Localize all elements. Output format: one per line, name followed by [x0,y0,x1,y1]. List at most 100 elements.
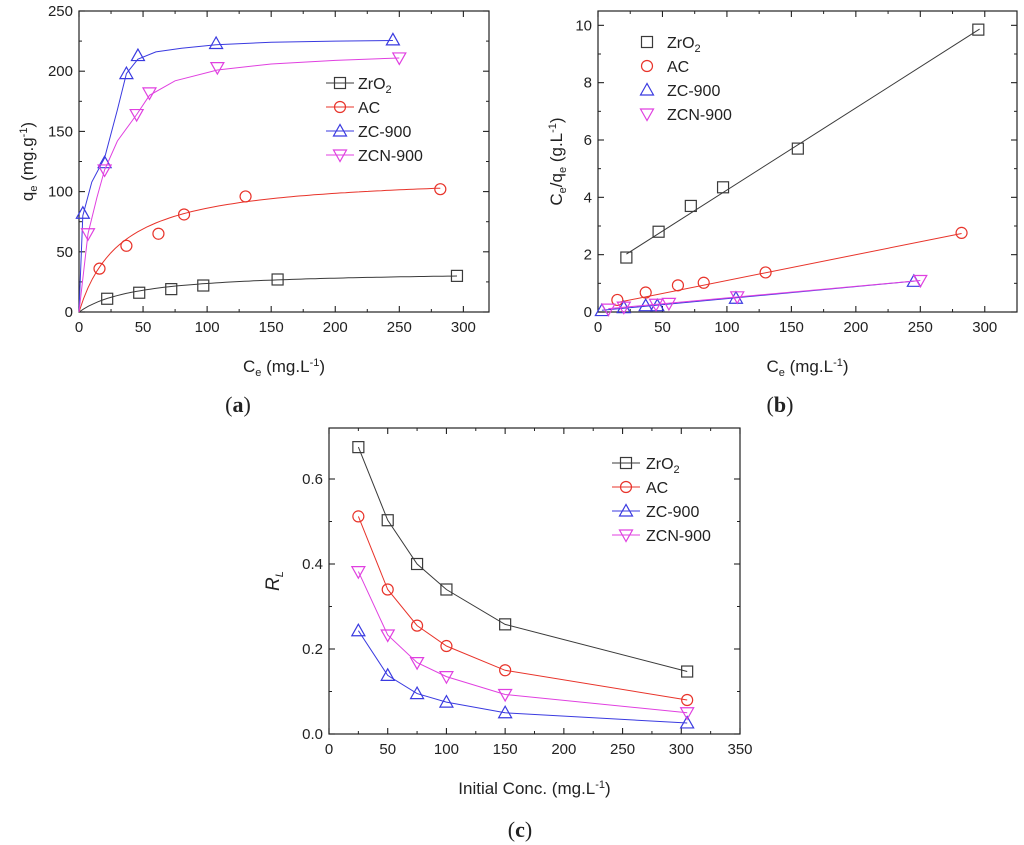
data-point-ZC-900 [118,65,134,80]
y-tick-label: 0 [584,304,592,321]
data-point-ZrO2 [410,557,424,571]
legend-label-AC: AC [646,480,668,497]
y-tick-label: 0.0 [302,726,323,743]
data-point-ZrO2 [197,279,210,292]
data-point-ZCN-900 [380,629,396,643]
x-tick-label: 50 [135,319,152,336]
y-tick-label: 200 [48,63,73,80]
data-point-AC [759,266,772,279]
data-point-ZC-900 [409,685,425,700]
series-AC-b [611,226,968,307]
data-point-AC [697,276,710,289]
y-tick-label: 0 [65,304,73,321]
data-point-AC [177,208,191,221]
x-tick-label: 200 [843,319,868,336]
x-axis-label-a: Ce (mg.L-1) [243,357,325,379]
data-point-AC [381,583,394,596]
data-point-AC [410,619,424,632]
data-point-ZCN-900 [600,303,616,317]
data-point-ZC-900 [679,715,695,729]
x-tick-label: 300 [669,741,694,758]
legend-marker-ZrO2 [333,76,347,90]
series-AC-c [352,510,694,707]
legend-marker-ZC-900 [332,123,348,137]
x-axis-label-c: Initial Conc. (mg.L-1) [458,779,610,798]
series-line-ZrO2 [78,275,458,313]
data-point-ZrO2 [165,283,178,296]
series-line-AC [357,516,688,701]
data-point-AC [239,190,252,203]
legend-c: ZrO2 AC ZC-900 ZCN-900 [612,456,711,545]
legend-label-ZC-900: ZC-900 [358,124,411,141]
y-axis-label-c: RL [263,571,286,591]
x-tick-label: 150 [259,319,284,336]
x-tick-label: 100 [195,319,220,336]
panel-label-c: (c) [508,817,532,842]
data-point-ZCN-900 [129,108,145,123]
data-point-ZC-900 [130,47,146,62]
y-tick-label: 100 [48,184,73,201]
legend-b: ZrO2 AC ZC-900 ZCN-900 [639,35,732,124]
legend-label-ZCN-900: ZCN-900 [667,107,732,124]
series-ZrO2-c [352,441,694,678]
data-point-ZrO2 [716,181,730,194]
x-tick-label: 100 [714,319,739,336]
data-point-ZrO2 [381,514,394,527]
data-point-ZC-900 [438,694,454,708]
data-point-ZCN-900 [497,688,513,703]
data-point-ZrO2 [352,441,365,454]
y-tick-label: 6 [584,132,592,149]
x-tick-label: 300 [451,319,476,336]
legend-marker-ZCN-900 [618,529,634,543]
series-ZCN-900-c [350,566,695,721]
plot-frame-b [597,10,1018,313]
series-line-ZC-900 [357,630,688,724]
y-tick-label: 10 [575,17,592,34]
x-tick-label: 250 [610,741,635,758]
series-ZrO2-b [620,23,985,264]
legend-label-AC: AC [358,100,380,117]
series-ZC-900-c [350,623,695,729]
data-point-AC [681,693,694,707]
legend-label-ZCN-900: ZCN-900 [358,148,423,165]
x-tick-label: 0 [75,319,83,336]
series-line-ZCN-900 [78,57,400,313]
data-point-ZCN-900 [912,274,928,289]
legend-label-ZrO2: ZrO2 [646,456,680,476]
data-point-ZCN-900 [141,87,157,101]
y-axis-label-b: Ce/qe (g.L-1) [547,117,569,205]
data-point-ZC-900 [385,32,401,46]
data-point-AC [352,510,365,523]
series-line-ZrO2 [357,446,688,672]
x-tick-label: 250 [387,319,412,336]
panel-label-b: (b) [767,392,794,417]
data-point-AC [152,227,165,240]
x-tick-label: 100 [434,741,459,758]
series-line-ZrO2 [626,28,980,255]
series-line-AC [78,187,441,313]
series-ZCN-900-a [78,52,407,313]
x-tick-label: 350 [727,741,752,758]
x-tick-label: 300 [972,319,997,336]
legend-marker-AC [619,480,633,494]
data-point-ZCN-900 [80,228,96,242]
legend-label-ZC-900: ZC-900 [667,83,720,100]
y-tick-label: 0.4 [302,556,323,573]
plot-frame-a [78,10,490,313]
legend-label-ZrO2: ZrO2 [358,76,392,96]
legend-marker-ZCN-900 [332,149,348,163]
x-tick-label: 150 [779,319,804,336]
series-ZCN-900-b [600,274,928,317]
data-point-ZCN-900 [209,61,225,76]
y-tick-label: 150 [48,123,73,140]
data-point-AC [120,239,133,252]
y-axis-label-a: qe (mg.g-1) [18,122,40,201]
x-tick-label: 50 [654,319,671,336]
data-point-AC [611,293,624,307]
data-point-ZrO2 [684,199,697,213]
panel-label-a: (a) [225,392,251,417]
data-point-ZCN-900 [679,707,695,721]
data-point-ZCN-900 [438,671,454,685]
panel-c-chart: 0 50 100 150 200 250 300 350 0.0 0.2 0.4 0.6 Initial… [263,427,753,798]
data-point-ZrO2 [101,292,114,305]
